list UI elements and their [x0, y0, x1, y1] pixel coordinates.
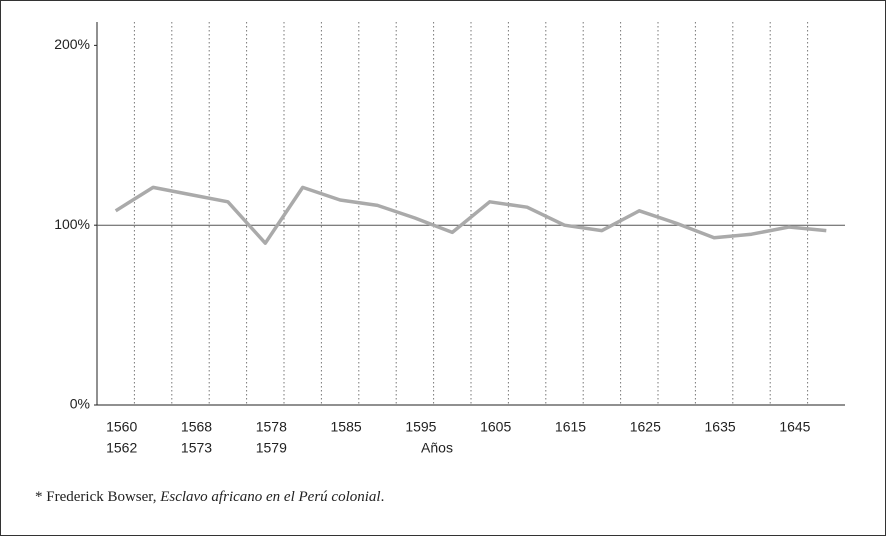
footnote-text: * Frederick Bowser, — [35, 489, 160, 505]
x-tick-label: 1560 — [106, 419, 137, 435]
y-tick-label: 200% — [54, 36, 90, 52]
footnote-end: . — [381, 489, 385, 505]
x-tick-label: 1562 — [106, 440, 137, 456]
footnote-title: Esclavo africano en el Perú colonial — [159, 489, 380, 505]
x-tick-label: 1573 — [181, 440, 212, 456]
x-tick-label: 1625 — [630, 419, 661, 435]
x-tick-label: 1645 — [779, 419, 810, 435]
x-tick-label: 1579 — [256, 440, 287, 456]
x-tick-label: 1568 — [181, 419, 212, 435]
x-tick-label: 1605 — [480, 419, 511, 435]
x-axis-label: Años — [421, 440, 453, 456]
x-tick-label: 1585 — [331, 419, 362, 435]
data-line — [114, 185, 827, 245]
x-tick-label: 1595 — [405, 419, 436, 435]
y-tick-label: 100% — [54, 216, 90, 232]
x-tick-label: 1635 — [705, 419, 736, 435]
x-tick-label: 1578 — [256, 419, 287, 435]
y-tick-label: 0% — [70, 396, 90, 412]
x-tick-label: 1615 — [555, 419, 586, 435]
footnote: * Frederick Bowser, Esclavo africano en … — [35, 489, 384, 505]
